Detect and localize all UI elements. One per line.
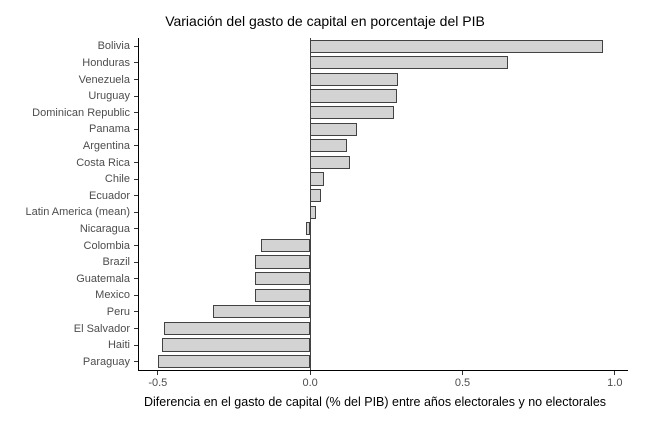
bar-chile bbox=[310, 172, 324, 186]
zero-reference-line bbox=[309, 38, 311, 370]
y-axis-label: Costa Rica bbox=[76, 156, 130, 169]
y-axis-label: Chile bbox=[104, 173, 130, 186]
y-axis-tick bbox=[134, 45, 138, 47]
y-axis-label: Mexico bbox=[95, 289, 130, 302]
y-axis-tick bbox=[134, 112, 138, 114]
y-axis-tick bbox=[134, 311, 138, 313]
y-axis-tick bbox=[134, 328, 138, 329]
y-axis-tick bbox=[134, 195, 138, 197]
y-axis-tick bbox=[134, 294, 138, 296]
bar-nicaragua bbox=[305, 222, 311, 236]
chart-title: Variación del gasto de capital en porcen… bbox=[165, 13, 485, 29]
y-axis-label: Argentina bbox=[82, 139, 130, 152]
y-axis-label: Uruguay bbox=[88, 90, 130, 103]
bar-brazil bbox=[255, 255, 311, 269]
y-axis-label: Haiti bbox=[107, 339, 130, 352]
y-axis-tick bbox=[134, 128, 138, 130]
x-axis-tick-label: -0.5 bbox=[148, 377, 168, 389]
y-axis-tick bbox=[134, 361, 138, 363]
y-axis-labels: Bolivia Honduras Venezuela Uruguay Dominican… bbox=[0, 38, 130, 370]
x-axis-tick-labels: -0.5 0.0 0.5 1.0 bbox=[138, 377, 627, 391]
x-axis-tick-label: 1.0 bbox=[607, 377, 623, 389]
bar-paraguay bbox=[157, 354, 311, 369]
x-axis-tick-label: 0.5 bbox=[454, 377, 471, 389]
x-axis-tick-label: 0.0 bbox=[302, 377, 318, 389]
y-axis-label: Guatemala bbox=[76, 272, 130, 285]
bar-venezuela bbox=[310, 72, 399, 87]
y-axis-label: Colombia bbox=[83, 239, 130, 252]
bar-uruguay bbox=[310, 89, 397, 103]
y-axis-label: Brazil bbox=[102, 256, 130, 269]
x-axis-tick bbox=[157, 371, 159, 375]
y-axis-tick bbox=[134, 95, 138, 97]
bar-bolivia bbox=[310, 39, 603, 53]
bar-el-salvador bbox=[163, 321, 311, 336]
y-axis-label: Bolivia bbox=[97, 40, 130, 53]
bar-honduras bbox=[310, 56, 509, 70]
bar-guatemala bbox=[255, 271, 311, 286]
y-axis-line bbox=[138, 38, 139, 371]
bar-haiti bbox=[162, 338, 311, 352]
bar-dominican-republic bbox=[310, 105, 394, 120]
bar-costa-rica bbox=[310, 155, 350, 170]
y-axis-tick bbox=[134, 145, 138, 147]
y-axis-tick bbox=[134, 79, 138, 80]
y-axis-label: Honduras bbox=[82, 56, 130, 69]
y-axis-label: Venezuela bbox=[78, 73, 130, 86]
bar-peru bbox=[212, 305, 311, 319]
y-axis-ticks bbox=[133, 38, 138, 370]
x-axis-tick bbox=[309, 371, 311, 375]
y-axis-tick bbox=[134, 261, 138, 263]
y-axis-label: Panama bbox=[89, 123, 130, 136]
y-axis-tick bbox=[134, 245, 138, 246]
y-axis-label: Dominican Republic bbox=[32, 106, 130, 119]
y-axis-label: Paraguay bbox=[82, 355, 130, 368]
y-axis-tick bbox=[134, 344, 138, 346]
y-axis-label: Latin America (mean) bbox=[25, 206, 130, 219]
y-axis-label: Nicaragua bbox=[79, 222, 130, 235]
y-axis-label: Peru bbox=[106, 305, 130, 318]
y-axis-tick bbox=[134, 278, 138, 280]
x-axis-tick bbox=[614, 371, 616, 375]
bar-mexico bbox=[255, 288, 311, 302]
x-axis-ticks bbox=[138, 371, 627, 376]
x-axis-tick bbox=[461, 371, 463, 375]
y-axis-label: Ecuador bbox=[89, 189, 130, 202]
bar-ecuador bbox=[310, 188, 321, 203]
y-axis-tick bbox=[134, 211, 138, 213]
y-axis-tick bbox=[134, 228, 138, 230]
bar-colombia bbox=[261, 238, 311, 253]
y-axis-label: El Salvador bbox=[73, 322, 130, 335]
x-axis-title: Diferencia en el gasto de capital (% del… bbox=[143, 395, 607, 409]
bar-argentina bbox=[310, 139, 347, 153]
x-axis-line bbox=[138, 370, 628, 371]
y-axis-tick bbox=[134, 178, 138, 180]
bar-panama bbox=[310, 122, 358, 136]
bar-latin-america-mean- bbox=[310, 205, 317, 219]
plot-panel bbox=[138, 38, 627, 370]
y-axis-tick bbox=[134, 162, 138, 163]
y-axis-tick bbox=[134, 62, 138, 64]
